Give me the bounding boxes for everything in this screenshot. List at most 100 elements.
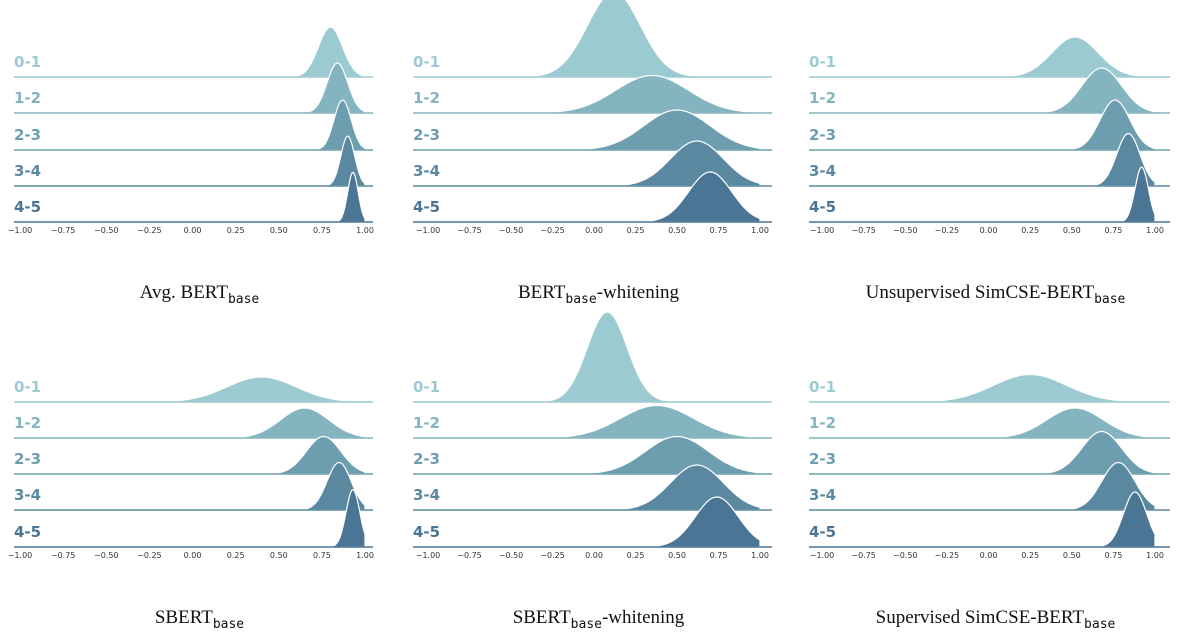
x-tick-label: 0.00 <box>980 226 998 235</box>
row-label: 3-4 <box>14 162 41 180</box>
density-2-3 <box>428 109 761 151</box>
density-0-1 <box>20 376 366 403</box>
row-label: 2-3 <box>809 126 836 144</box>
row-label: 3-4 <box>809 162 836 180</box>
x-tick-label: −0.25 <box>137 551 162 560</box>
x-tick-label: −0.50 <box>499 551 524 560</box>
panel-caption: Unsupervised SimCSE-BERTbase <box>866 282 1126 307</box>
ridgeline-panel-6: 0-1 1-2 2-3 3-4 4-5 −1.00 −0.75 −0.50 −0.25 0.00 0… <box>809 373 1170 632</box>
row-label: 1-2 <box>809 414 836 432</box>
x-tick-label: −0.75 <box>51 551 76 560</box>
row-label: 4-5 <box>809 523 836 541</box>
x-tick-label: 0.25 <box>227 551 245 560</box>
density-2-3 <box>428 435 761 475</box>
row-label: 0-1 <box>809 53 836 71</box>
ridgeline-panel-2: 0-1 1-2 2-3 3-4 4-5 −1.00 −0.75 −0.50 −0.25 0.00 0… <box>413 0 772 307</box>
row-label: 1-2 <box>809 89 836 107</box>
x-tick-label: 0.25 <box>627 226 645 235</box>
x-tick-label: 1.00 <box>1146 226 1164 235</box>
x-tick-label: 1.00 <box>751 226 769 235</box>
ridgeline-panel-1: 0-1 1-2 2-3 3-4 4-5 −1.00 −0.75 −0.50 −0.25 0.00 0… <box>8 26 374 307</box>
x-tick-label: 0.25 <box>627 551 645 560</box>
density-0-1 <box>20 26 366 78</box>
x-tick-label: 0.75 <box>1104 226 1122 235</box>
density-1-2 <box>428 404 761 439</box>
row-label: 4-5 <box>809 198 836 216</box>
x-tick-label: 0.00 <box>980 551 998 560</box>
row-label: 2-3 <box>14 450 41 468</box>
density-0-1 <box>428 0 760 78</box>
x-tick-label: −1.00 <box>8 226 33 235</box>
panel-caption: Avg. BERTbase <box>140 282 260 307</box>
density-4-5 <box>428 496 761 548</box>
density-4-5 <box>20 171 366 223</box>
x-tick-label: 0.25 <box>1021 551 1039 560</box>
x-tick-label: −0.50 <box>94 551 119 560</box>
x-tick-label: −0.25 <box>540 226 565 235</box>
density-4-5 <box>20 489 366 548</box>
x-tick-label: 0.75 <box>710 226 728 235</box>
density-2-3 <box>20 99 366 151</box>
x-tick-label: −1.00 <box>416 226 441 235</box>
x-tick-label: 0.00 <box>184 551 202 560</box>
row-label: 2-3 <box>413 450 440 468</box>
density-2-3 <box>20 435 366 475</box>
x-tick-label: −0.25 <box>935 551 960 560</box>
panel-caption: BERTbase-whitening <box>518 282 680 307</box>
ridgeline-panel-5: 0-1 1-2 2-3 3-4 4-5 −1.00 −0.75 −0.50 −0.25 0.00 0… <box>413 311 772 632</box>
panel-caption: Supervised SimCSE-BERTbase <box>876 607 1116 632</box>
row-label: 0-1 <box>413 53 440 71</box>
x-tick-label: −0.50 <box>499 226 524 235</box>
x-tick-label: −0.50 <box>893 226 918 235</box>
row-label: 4-5 <box>413 523 440 541</box>
x-tick-label: 0.75 <box>1104 551 1122 560</box>
density-4-5 <box>822 166 1156 223</box>
row-label: 3-4 <box>413 486 440 504</box>
x-tick-label: −0.75 <box>851 226 876 235</box>
x-tick-label: −0.75 <box>457 226 482 235</box>
x-tick-label: 0.00 <box>585 551 603 560</box>
x-tick-label: −0.75 <box>851 551 876 560</box>
x-tick-label: −0.25 <box>137 226 162 235</box>
row-label: 3-4 <box>14 486 41 504</box>
density-1-2 <box>20 407 366 439</box>
x-tick-label: 1.00 <box>1146 551 1164 560</box>
x-tick-label: 1.00 <box>356 226 374 235</box>
x-tick-label: −0.75 <box>51 226 76 235</box>
row-label: 2-3 <box>14 126 41 144</box>
row-label: 0-1 <box>14 378 41 396</box>
density-1-2 <box>428 74 761 114</box>
row-label: 1-2 <box>413 414 440 432</box>
x-tick-label: 0.00 <box>585 226 603 235</box>
x-tick-label: −1.00 <box>8 551 33 560</box>
x-tick-label: 0.00 <box>184 226 202 235</box>
ridgeline-panel-3: 0-1 1-2 2-3 3-4 4-5 −1.00 −0.75 −0.50 −0.25 0.00 0… <box>809 36 1170 307</box>
row-label: 2-3 <box>809 450 836 468</box>
x-tick-label: −0.50 <box>94 226 119 235</box>
density-0-1 <box>428 311 760 403</box>
row-label: 4-5 <box>14 523 41 541</box>
x-tick-label: 0.50 <box>270 551 288 560</box>
x-tick-label: 0.75 <box>313 226 331 235</box>
density-1-2 <box>822 67 1156 114</box>
density-3-4 <box>20 135 366 187</box>
row-label: 3-4 <box>809 486 836 504</box>
panel-caption: SBERTbase-whitening <box>513 607 685 632</box>
x-tick-label: 0.25 <box>227 226 245 235</box>
row-label: 0-1 <box>14 53 41 71</box>
x-tick-label: 0.75 <box>710 551 728 560</box>
row-label: 4-5 <box>14 198 41 216</box>
x-tick-label: −0.25 <box>935 226 960 235</box>
density-4-5 <box>428 171 761 223</box>
row-label: 1-2 <box>413 89 440 107</box>
x-tick-label: −1.00 <box>810 226 835 235</box>
x-tick-label: −0.75 <box>457 551 482 560</box>
density-0-1 <box>822 373 1156 403</box>
ridgeline-panel-4: 0-1 1-2 2-3 3-4 4-5 −1.00 −0.75 −0.50 −0.25 0.00 0… <box>8 376 374 632</box>
row-label: 0-1 <box>413 378 440 396</box>
row-label: 1-2 <box>14 414 41 432</box>
row-label: 2-3 <box>413 126 440 144</box>
x-tick-label: 1.00 <box>751 551 769 560</box>
x-tick-label: −1.00 <box>810 551 835 560</box>
